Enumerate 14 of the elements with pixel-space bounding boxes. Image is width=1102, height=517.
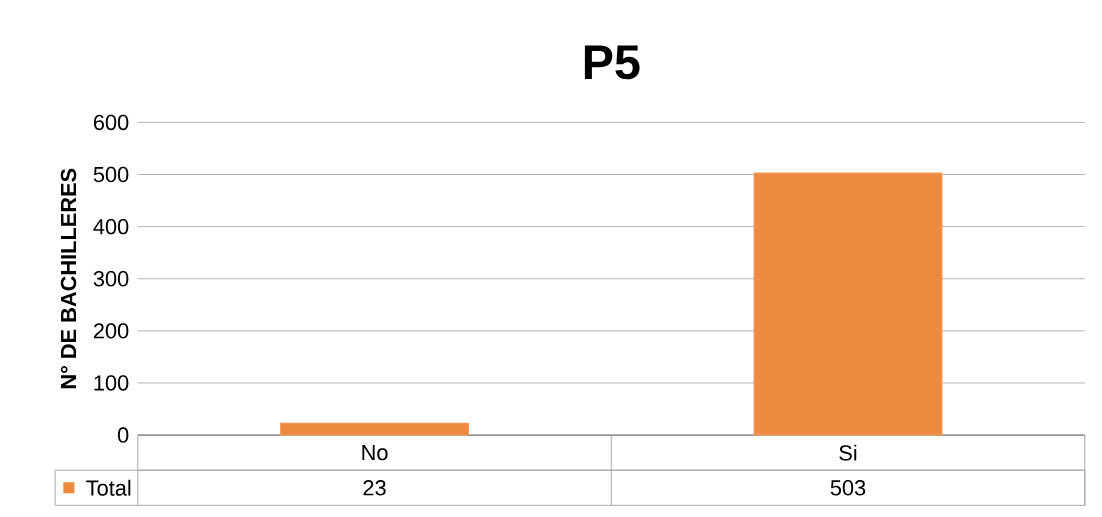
y-tick-label: 0 [117,427,129,443]
data-label: 23 [363,480,386,496]
y-tick-label: 200 [93,323,129,339]
y-tick-label: 500 [93,166,129,183]
y-tick-label: 400 [93,218,129,235]
y-tick-label: 100 [94,375,129,391]
legend-label: Total [86,479,131,496]
y-tick-label: 600 [93,114,129,131]
x-tick-label: Si [839,444,857,461]
y-tick-label: 300 [93,271,129,287]
y-axis-title: N° DE BACHILLERES [60,168,77,389]
x-tick-label: No [362,445,388,461]
data-label: 503 [830,480,866,496]
chart-title: P5 [584,45,640,80]
